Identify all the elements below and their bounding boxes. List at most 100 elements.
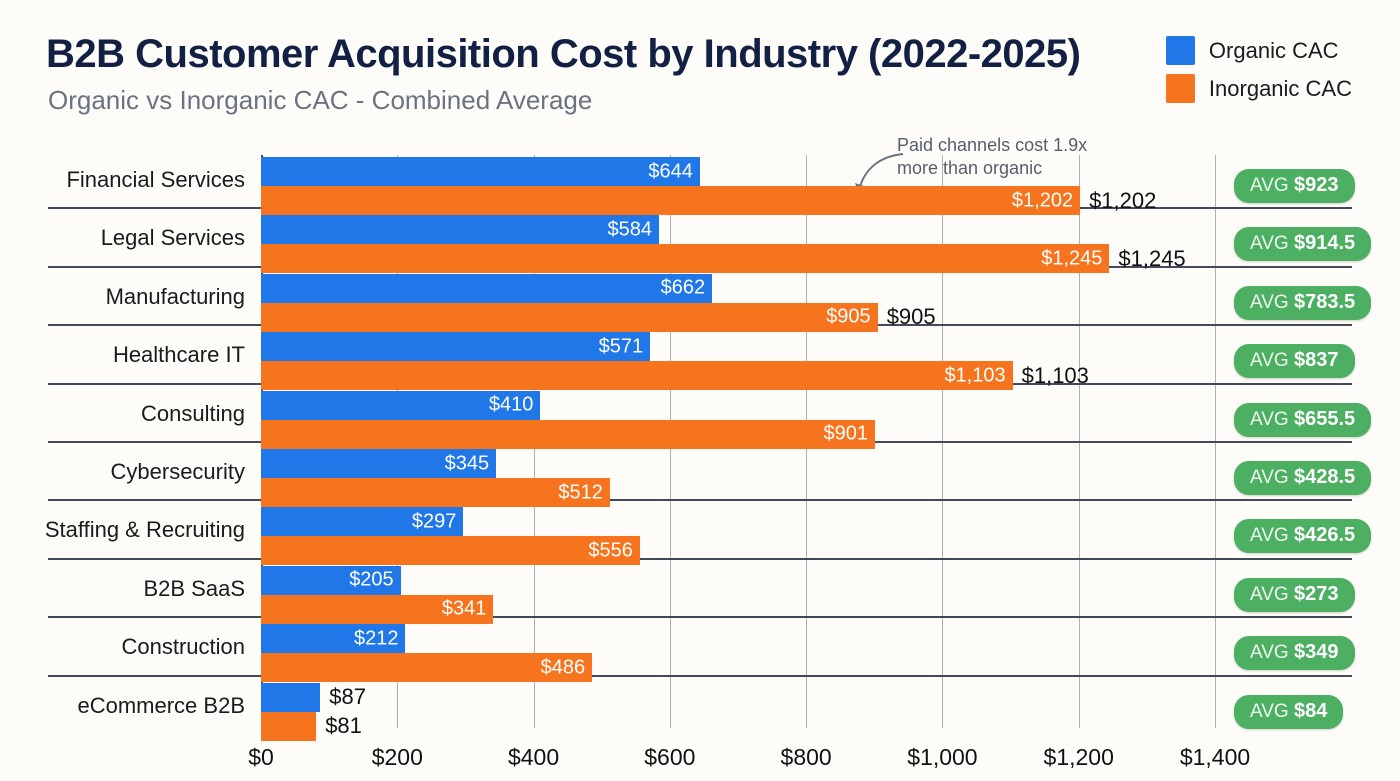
bar-value-inside: $556 [588, 539, 633, 562]
chart-row: Staffing & Recruiting $297 $556 AVG $426.5 [0, 505, 1400, 566]
bar-value-inside: $297 [411, 510, 457, 533]
chart-row: Consulting $410 $901 AVG $655.5 [0, 389, 1400, 449]
category-label: eCommerce B2B [77, 692, 245, 718]
average-badge-value: $426.5 [1294, 524, 1356, 547]
bar-value-inside: $1,103 [944, 364, 1006, 387]
average-badge[interactable]: AVG $655.5 [1234, 402, 1372, 437]
row-separator [48, 616, 1352, 619]
legend-item-inorganic[interactable]: Inorganic CAC [1165, 74, 1352, 103]
average-badge[interactable]: AVG $914.5 [1234, 227, 1372, 262]
average-badge-prefix: AVG [1250, 700, 1294, 722]
category-label: Manufacturing [105, 283, 245, 309]
x-tick-label: $1,000 [907, 744, 978, 770]
average-badge[interactable]: AVG $84 [1234, 694, 1344, 729]
average-badge-value: $349 [1294, 641, 1339, 664]
bar-value-outside: $1,202 [1089, 187, 1157, 213]
bar-inorganic[interactable]: $512 [261, 478, 610, 507]
bar-inorganic[interactable]: $1,245 [261, 244, 1110, 274]
row-separator [48, 499, 1352, 502]
bar-value-inside: $512 [558, 481, 603, 503]
legend-item-organic[interactable]: Organic CAC [1165, 36, 1352, 65]
average-badge-value: $783.5 [1294, 290, 1356, 313]
average-badge-value: $655.5 [1294, 407, 1356, 430]
page-subtitle: Organic vs Inorganic CAC - Combined Aver… [48, 85, 593, 115]
average-badge-prefix: AVG [1250, 583, 1294, 605]
bar-value-inside: $341 [441, 597, 487, 620]
legend-label-inorganic: Inorganic CAC [1208, 75, 1352, 101]
bar-organic[interactable]: $345 [261, 449, 497, 478]
chart-row: Legal Services $584 $1,245 $1,245 AVG $914.5 [0, 213, 1400, 274]
average-badge[interactable]: AVG $428.5 [1234, 461, 1372, 495]
legend-swatch-inorganic [1165, 74, 1195, 103]
page-title: B2B Customer Acquisition Cost by Industr… [46, 32, 1081, 76]
bar-value-inside: $584 [607, 218, 652, 241]
bar-organic[interactable] [261, 682, 321, 712]
chart-legend: Organic CAC Inorganic CAC [1165, 36, 1352, 112]
average-badge-value: $923 [1294, 174, 1339, 196]
bar-inorganic[interactable]: $905 [261, 302, 878, 332]
bar-organic[interactable]: $644 [261, 157, 700, 186]
bar-value-inside: $901 [823, 422, 868, 445]
x-tick-label: $1,400 [1179, 744, 1251, 770]
bar-group: $297 $556 [261, 507, 1215, 566]
bar-inorganic[interactable]: $901 [261, 419, 875, 449]
bar-value-outside: $1,245 [1118, 245, 1186, 271]
bar-value-outside: $81 [325, 713, 362, 739]
bar-group: $584 $1,245 $1,245 [261, 215, 1215, 274]
bar-organic[interactable]: $410 [261, 390, 541, 420]
chart-row: Manufacturing $662 $905 $905 AVG $783.5 [0, 272, 1400, 332]
average-badge[interactable]: AVG $349 [1234, 636, 1355, 671]
average-badge-value: $914.5 [1294, 232, 1356, 255]
legend-label-organic: Organic CAC [1208, 37, 1339, 63]
bar-group: $644 $1,202 $1,202 [261, 157, 1215, 215]
category-label: Staffing & Recruiting [44, 517, 245, 543]
bar-inorganic[interactable]: $1,202 [261, 186, 1081, 215]
chart-row: Healthcare IT $571 $1,103 $1,103 AVG $837 [0, 330, 1400, 391]
average-badge[interactable]: AVG $837 [1234, 344, 1355, 379]
bar-organic[interactable]: $212 [261, 624, 406, 654]
bar-group: $87 $81 [261, 682, 1215, 741]
bar-inorganic[interactable]: $341 [261, 594, 494, 624]
bar-value-outside: $87 [329, 684, 366, 710]
bar-group: $410 $901 [261, 390, 1215, 449]
category-label: B2B SaaS [143, 575, 245, 601]
average-badge[interactable]: AVG $426.5 [1234, 519, 1372, 554]
category-label: Consulting [141, 400, 245, 426]
chart-row: B2B SaaS $205 $341 AVG $273 [0, 564, 1400, 624]
average-badge-prefix: AVG [1250, 467, 1294, 488]
chart-row: eCommerce B2B $87 $81 AVG $84 [0, 681, 1400, 741]
bar-value-inside: $205 [349, 568, 394, 591]
category-label: Healthcare IT [112, 342, 245, 368]
bar-value-inside: $345 [444, 452, 490, 474]
average-badge[interactable]: AVG $923 [1234, 169, 1355, 203]
bar-value-inside: $644 [648, 160, 693, 182]
bar-group: $345 $512 [261, 449, 1215, 507]
average-badge-prefix: AVG [1250, 175, 1294, 196]
row-separator [48, 674, 1352, 677]
bar-inorganic[interactable]: $1,103 [261, 361, 1013, 391]
bar-organic[interactable]: $662 [261, 273, 713, 303]
average-badge-prefix: AVG [1250, 350, 1294, 372]
average-badge-prefix: AVG [1250, 233, 1294, 255]
bar-inorganic[interactable]: $556 [261, 536, 640, 566]
bar-inorganic[interactable]: $486 [261, 653, 593, 683]
x-tick-label: $1,200 [1043, 744, 1114, 770]
x-tick-label: $200 [371, 744, 423, 770]
bar-value-outside: $905 [886, 304, 936, 330]
bar-group: $571 $1,103 $1,103 [261, 332, 1215, 391]
chart-row: Construction $212 $486 AVG $349 [0, 622, 1400, 683]
category-label: Construction [121, 634, 245, 660]
bar-organic[interactable]: $205 [261, 565, 401, 595]
bar-inorganic[interactable] [261, 711, 317, 741]
bar-value-inside: $905 [826, 305, 871, 328]
category-label: Cybersecurity [110, 459, 245, 484]
bar-organic[interactable]: $571 [261, 332, 651, 362]
bar-group: $662 $905 $905 [261, 273, 1215, 332]
bar-value-inside: $212 [353, 627, 399, 650]
bar-organic[interactable]: $584 [261, 215, 659, 245]
bar-organic[interactable]: $297 [261, 507, 464, 537]
bar-value-inside: $486 [540, 656, 586, 679]
average-badge[interactable]: AVG $273 [1234, 577, 1355, 612]
average-badge[interactable]: AVG $783.5 [1234, 285, 1372, 320]
average-badge-value: $428.5 [1294, 466, 1356, 488]
